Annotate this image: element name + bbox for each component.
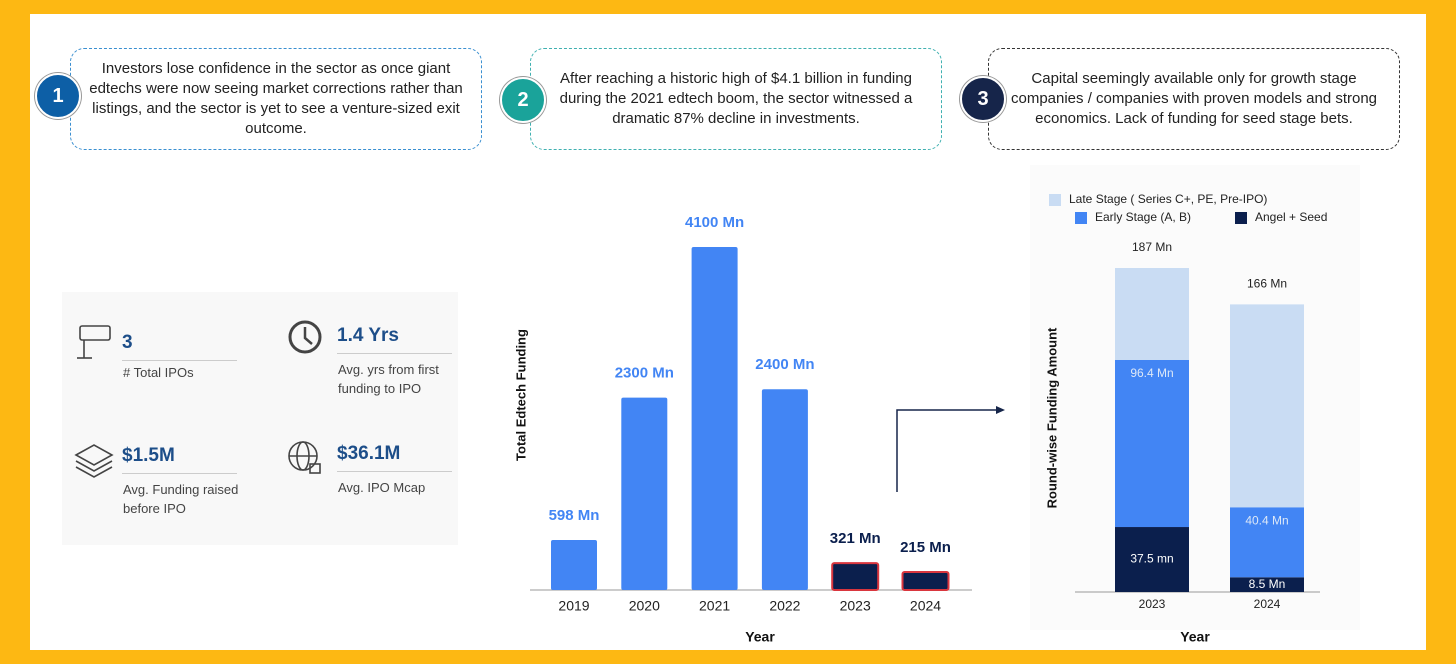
bar-segment: [1230, 304, 1304, 508]
value-label: 8.5 Mn: [1249, 577, 1286, 591]
bar: [831, 562, 880, 592]
callout-number: 3: [960, 76, 1006, 122]
callout: After reaching a historic high of $4.1 b…: [530, 48, 942, 150]
stat-label: Avg. IPO Mcap: [338, 480, 426, 495]
bar-segment: [1115, 268, 1189, 361]
arrowhead: [996, 406, 1005, 414]
bar: [691, 247, 738, 590]
callout: Investors lose confidence in the sector …: [70, 48, 482, 150]
bar-segment: [1115, 527, 1189, 592]
bar: [621, 397, 668, 590]
total-label: 166 Mn: [1247, 277, 1287, 291]
callout: Capital seemingly available only for gro…: [988, 48, 1400, 150]
chart-background: [1030, 165, 1360, 630]
x-tick-label: 2019: [558, 598, 589, 614]
value-label: 96.4 Mn: [1130, 366, 1173, 380]
bar-segment: [1115, 360, 1189, 528]
total-label: 187 Mn: [1132, 240, 1172, 254]
x-tick-label: 2024: [1254, 597, 1281, 611]
legend-label: Angel + Seed: [1255, 210, 1327, 224]
x-tick-label: 2022: [769, 598, 800, 614]
legend-label: Early Stage (A, B): [1095, 210, 1191, 224]
value-label: 321 Mn: [830, 530, 881, 547]
x-tick-label: 2024: [910, 598, 941, 614]
stat-value: 3: [122, 332, 237, 361]
y-axis-title: Round-wise Funding Amount: [1044, 327, 1059, 508]
stat-label: # Total IPOs: [123, 365, 194, 380]
legend-swatch: [1235, 212, 1247, 224]
x-tick-label: 2023: [1139, 597, 1166, 611]
x-axis-title: Year: [1180, 629, 1210, 645]
x-tick-label: 2020: [629, 598, 660, 614]
stat-icons: [74, 320, 322, 478]
callout-number: 1: [35, 73, 81, 119]
bar: [551, 539, 597, 590]
bar: [761, 389, 808, 590]
stat-value: 1.4 Yrs: [337, 325, 452, 354]
stat-label: Avg. yrs from first funding to IPO: [338, 362, 439, 396]
bar-segment: [1230, 577, 1304, 592]
stat-value: $36.1M: [337, 443, 452, 472]
x-tick-label: 2023: [840, 598, 871, 614]
callout-number: 2: [500, 77, 546, 123]
connector: [896, 409, 998, 492]
value-label: 4100 Mn: [685, 214, 744, 231]
value-label: 37.5 mn: [1130, 552, 1173, 566]
legend-swatch: [1075, 212, 1087, 224]
stats-panel: [62, 292, 458, 545]
value-label: 2400 Mn: [755, 356, 814, 373]
stat-value: $1.5M: [122, 445, 237, 474]
value-label: 40.4 Mn: [1245, 513, 1288, 527]
y-axis-title: Total Edtech Funding: [513, 329, 528, 461]
bar: [901, 571, 950, 592]
x-tick-label: 2021: [699, 598, 730, 614]
x-axis-title: Year: [745, 629, 775, 645]
stat-label: Avg. Funding raised before IPO: [123, 482, 239, 516]
value-label: 215 Mn: [900, 539, 951, 556]
bar-segment: [1230, 507, 1304, 578]
value-label: 598 Mn: [549, 507, 600, 524]
value-label: 2300 Mn: [615, 365, 674, 382]
legend-swatch: [1049, 194, 1061, 206]
legend-label: Late Stage ( Series C+, PE, Pre-IPO): [1069, 192, 1267, 206]
